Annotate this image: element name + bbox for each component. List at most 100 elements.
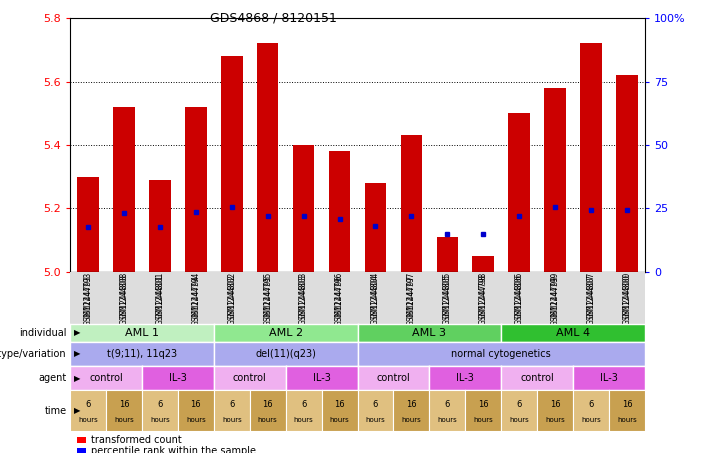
Text: ▶: ▶ <box>74 406 80 415</box>
Text: control: control <box>233 373 266 383</box>
Text: GSM1244801: GSM1244801 <box>156 275 165 325</box>
Text: del(11)(q23): del(11)(q23) <box>255 349 316 359</box>
Bar <box>580 43 602 272</box>
Text: GSM1244808: GSM1244808 <box>119 275 128 325</box>
Text: 6: 6 <box>301 400 306 409</box>
Text: GSM1244803: GSM1244803 <box>299 275 308 325</box>
Text: percentile rank within the sample: percentile rank within the sample <box>91 446 256 453</box>
Text: AML 2: AML 2 <box>268 328 303 338</box>
Text: control: control <box>89 373 123 383</box>
Text: GSM1244802: GSM1244802 <box>227 275 236 325</box>
Text: GSM1244803: GSM1244803 <box>299 272 308 318</box>
Text: GSM1244805: GSM1244805 <box>443 275 452 325</box>
Bar <box>257 43 278 272</box>
Text: GSM1244808: GSM1244808 <box>119 272 128 318</box>
Text: hours: hours <box>222 417 242 423</box>
Text: 16: 16 <box>191 400 201 409</box>
Text: individual: individual <box>19 328 67 338</box>
Text: GSM1244794: GSM1244794 <box>191 275 200 326</box>
Text: ▶: ▶ <box>74 374 80 382</box>
Text: 16: 16 <box>118 400 129 409</box>
Text: 6: 6 <box>373 400 378 409</box>
Text: IL-3: IL-3 <box>600 373 618 383</box>
Text: GSM1244796: GSM1244796 <box>335 275 344 326</box>
Text: 16: 16 <box>622 400 632 409</box>
Text: control: control <box>520 373 554 383</box>
Text: GSM1244802: GSM1244802 <box>227 272 236 318</box>
Text: ▶: ▶ <box>74 349 80 358</box>
Text: 6: 6 <box>444 400 450 409</box>
Text: 6: 6 <box>517 400 522 409</box>
Text: hours: hours <box>79 417 98 423</box>
Text: GSM1244798: GSM1244798 <box>479 275 488 325</box>
Text: IL-3: IL-3 <box>313 373 330 383</box>
Bar <box>545 88 566 272</box>
Text: GDS4868 / 8120151: GDS4868 / 8120151 <box>210 11 337 24</box>
Text: GSM1244801: GSM1244801 <box>156 272 165 318</box>
Text: GSM1244806: GSM1244806 <box>515 272 524 318</box>
Bar <box>472 256 494 272</box>
Text: hours: hours <box>258 417 278 423</box>
Text: GSM1244807: GSM1244807 <box>587 272 596 318</box>
Text: ▶: ▶ <box>74 328 80 337</box>
Text: hours: hours <box>329 417 349 423</box>
Text: AML 4: AML 4 <box>556 328 590 338</box>
Text: 6: 6 <box>588 400 594 409</box>
Text: hours: hours <box>402 417 421 423</box>
Text: hours: hours <box>186 417 205 423</box>
Text: t(9;11), 11q23: t(9;11), 11q23 <box>107 349 177 359</box>
Text: 16: 16 <box>406 400 416 409</box>
Text: AML 3: AML 3 <box>412 328 447 338</box>
Text: hours: hours <box>581 417 601 423</box>
Bar <box>293 145 314 272</box>
Text: GSM1244806: GSM1244806 <box>515 275 524 325</box>
Bar <box>221 56 243 272</box>
Text: hours: hours <box>437 417 457 423</box>
Bar <box>365 183 386 272</box>
Text: GSM1244797: GSM1244797 <box>407 275 416 326</box>
Bar <box>401 135 422 272</box>
Bar <box>508 113 530 272</box>
Text: GSM1244795: GSM1244795 <box>263 272 272 318</box>
Text: GSM1244799: GSM1244799 <box>550 272 559 318</box>
Bar <box>149 180 171 272</box>
Text: hours: hours <box>473 417 493 423</box>
Text: GSM1244798: GSM1244798 <box>479 272 488 318</box>
Text: hours: hours <box>366 417 386 423</box>
Text: IL-3: IL-3 <box>456 373 474 383</box>
Bar <box>114 107 135 272</box>
Text: GSM1244805: GSM1244805 <box>443 272 452 318</box>
Text: hours: hours <box>510 417 529 423</box>
Text: hours: hours <box>150 417 170 423</box>
Bar <box>616 75 638 272</box>
Text: normal cytogenetics: normal cytogenetics <box>451 349 551 359</box>
Text: GSM1244804: GSM1244804 <box>371 272 380 318</box>
Text: GSM1244799: GSM1244799 <box>550 275 559 326</box>
Text: hours: hours <box>545 417 565 423</box>
Text: 6: 6 <box>86 400 90 409</box>
Bar <box>185 107 207 272</box>
Text: hours: hours <box>114 417 134 423</box>
Text: AML 1: AML 1 <box>125 328 159 338</box>
Bar <box>437 237 458 272</box>
Text: 16: 16 <box>478 400 489 409</box>
Text: GSM1244796: GSM1244796 <box>335 272 344 318</box>
Text: time: time <box>44 406 67 416</box>
Text: GSM1244794: GSM1244794 <box>191 272 200 318</box>
Text: GSM1244793: GSM1244793 <box>83 275 93 326</box>
Text: GSM1244793: GSM1244793 <box>83 272 93 318</box>
Text: hours: hours <box>617 417 637 423</box>
Text: agent: agent <box>39 373 67 383</box>
Text: 16: 16 <box>550 400 560 409</box>
Text: 16: 16 <box>334 400 345 409</box>
Text: 16: 16 <box>262 400 273 409</box>
Text: IL-3: IL-3 <box>169 373 186 383</box>
Text: transformed count: transformed count <box>91 435 182 445</box>
Text: GSM1244797: GSM1244797 <box>407 272 416 318</box>
Text: 6: 6 <box>229 400 234 409</box>
Text: GSM1244804: GSM1244804 <box>371 275 380 325</box>
Text: GSM1244807: GSM1244807 <box>587 275 596 325</box>
Bar <box>77 177 99 272</box>
Text: 6: 6 <box>157 400 163 409</box>
Text: hours: hours <box>294 417 313 423</box>
